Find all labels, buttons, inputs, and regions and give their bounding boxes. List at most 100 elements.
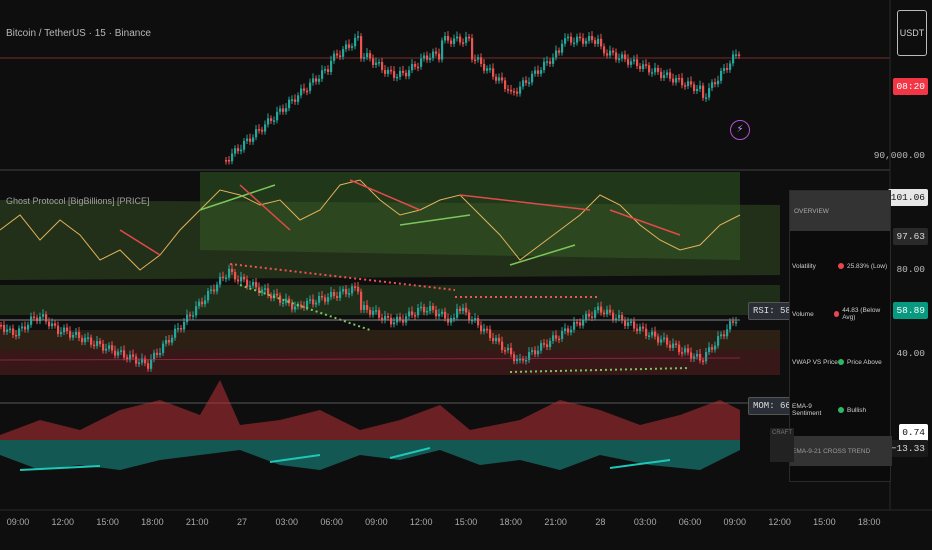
candle bbox=[462, 307, 465, 312]
candle bbox=[252, 282, 255, 286]
candle bbox=[456, 308, 459, 318]
price-level-80: 80.00 bbox=[896, 264, 925, 275]
candle bbox=[336, 295, 339, 298]
candle bbox=[390, 317, 393, 325]
candle bbox=[126, 357, 129, 360]
candle bbox=[444, 311, 447, 319]
candle bbox=[237, 148, 240, 152]
candle bbox=[231, 268, 234, 273]
candle bbox=[42, 314, 45, 317]
candle bbox=[690, 352, 693, 359]
candle bbox=[456, 36, 459, 39]
candle bbox=[711, 82, 714, 89]
candle bbox=[360, 291, 363, 310]
candle bbox=[291, 303, 294, 310]
candle bbox=[504, 350, 507, 352]
time-tick: 12:00 bbox=[768, 517, 791, 527]
candle bbox=[129, 354, 132, 360]
candle bbox=[576, 321, 579, 324]
candle bbox=[624, 54, 627, 60]
candle bbox=[333, 292, 336, 296]
overview-row-volatility: Volatility 25.83% (Low) bbox=[790, 259, 890, 273]
candle bbox=[117, 351, 120, 356]
candle bbox=[645, 64, 648, 66]
candle bbox=[408, 311, 411, 317]
candle bbox=[714, 82, 717, 85]
candle bbox=[66, 327, 69, 332]
candle bbox=[492, 337, 495, 342]
candle bbox=[513, 354, 516, 362]
candle bbox=[327, 69, 330, 72]
candle bbox=[489, 68, 492, 70]
candle bbox=[564, 328, 567, 332]
candle bbox=[531, 350, 534, 353]
candle bbox=[279, 108, 282, 112]
indicator-title[interactable]: Ghost Protocol [BigBillions] [PRICE] bbox=[6, 196, 150, 206]
price-value-074: 0.74 bbox=[899, 424, 928, 441]
candle bbox=[453, 38, 456, 44]
candle bbox=[414, 315, 417, 317]
time-tick: 21:00 bbox=[185, 517, 209, 527]
candle bbox=[348, 293, 351, 295]
candle bbox=[162, 343, 165, 354]
candle bbox=[555, 50, 558, 58]
candle bbox=[588, 313, 591, 317]
candle bbox=[282, 108, 285, 112]
candle bbox=[627, 322, 630, 326]
candle bbox=[696, 354, 699, 357]
currency-button[interactable]: USDT bbox=[897, 10, 927, 56]
candle bbox=[384, 69, 387, 74]
candle bbox=[720, 334, 723, 337]
candle bbox=[21, 326, 24, 329]
candle bbox=[288, 99, 291, 109]
candle bbox=[240, 149, 243, 152]
candle bbox=[330, 292, 333, 298]
lightning-icon[interactable]: ⚡ bbox=[730, 120, 750, 140]
candle bbox=[216, 284, 219, 292]
candle bbox=[447, 36, 450, 41]
candle bbox=[408, 70, 411, 77]
candle bbox=[687, 348, 690, 353]
status-dot-icon bbox=[833, 311, 840, 317]
candle bbox=[699, 85, 702, 89]
candle bbox=[36, 317, 39, 322]
candle bbox=[693, 84, 696, 92]
candle bbox=[585, 40, 588, 44]
candle bbox=[303, 306, 306, 308]
candle bbox=[306, 90, 309, 93]
time-tick: 09:00 bbox=[365, 517, 388, 527]
candle bbox=[522, 358, 525, 361]
symbol-title[interactable]: Bitcoin / TetherUS · 15 · Binance bbox=[6, 28, 151, 39]
candle bbox=[306, 300, 309, 308]
candle bbox=[636, 59, 639, 67]
candle bbox=[198, 301, 201, 307]
candle bbox=[717, 80, 720, 85]
candle bbox=[606, 53, 609, 56]
candle bbox=[3, 325, 6, 332]
candle bbox=[582, 319, 585, 326]
candle bbox=[231, 153, 234, 162]
candle bbox=[597, 38, 600, 44]
candle bbox=[234, 148, 237, 154]
candle bbox=[468, 36, 471, 39]
candle bbox=[192, 315, 195, 317]
candle bbox=[138, 362, 141, 365]
candle bbox=[333, 53, 336, 61]
price-value-neg: −13.33 bbox=[887, 440, 928, 457]
time-axis[interactable]: 09:00 12:00 15:00 18:00 21:00 27 03:00 06:00 09:… bbox=[0, 510, 890, 534]
candle bbox=[183, 321, 186, 330]
candle bbox=[54, 323, 57, 326]
candle bbox=[510, 89, 513, 92]
candle bbox=[528, 82, 531, 84]
candle bbox=[123, 350, 126, 358]
candle bbox=[420, 306, 423, 309]
candle bbox=[555, 335, 558, 339]
overview-panel: OVERVIEW Volatility 25.83% (Low) Volume … bbox=[789, 190, 892, 482]
candle bbox=[471, 319, 474, 322]
candle bbox=[39, 316, 42, 322]
candle bbox=[261, 289, 264, 293]
candle bbox=[399, 316, 402, 320]
candle bbox=[480, 57, 483, 64]
status-dot-icon bbox=[838, 263, 844, 269]
